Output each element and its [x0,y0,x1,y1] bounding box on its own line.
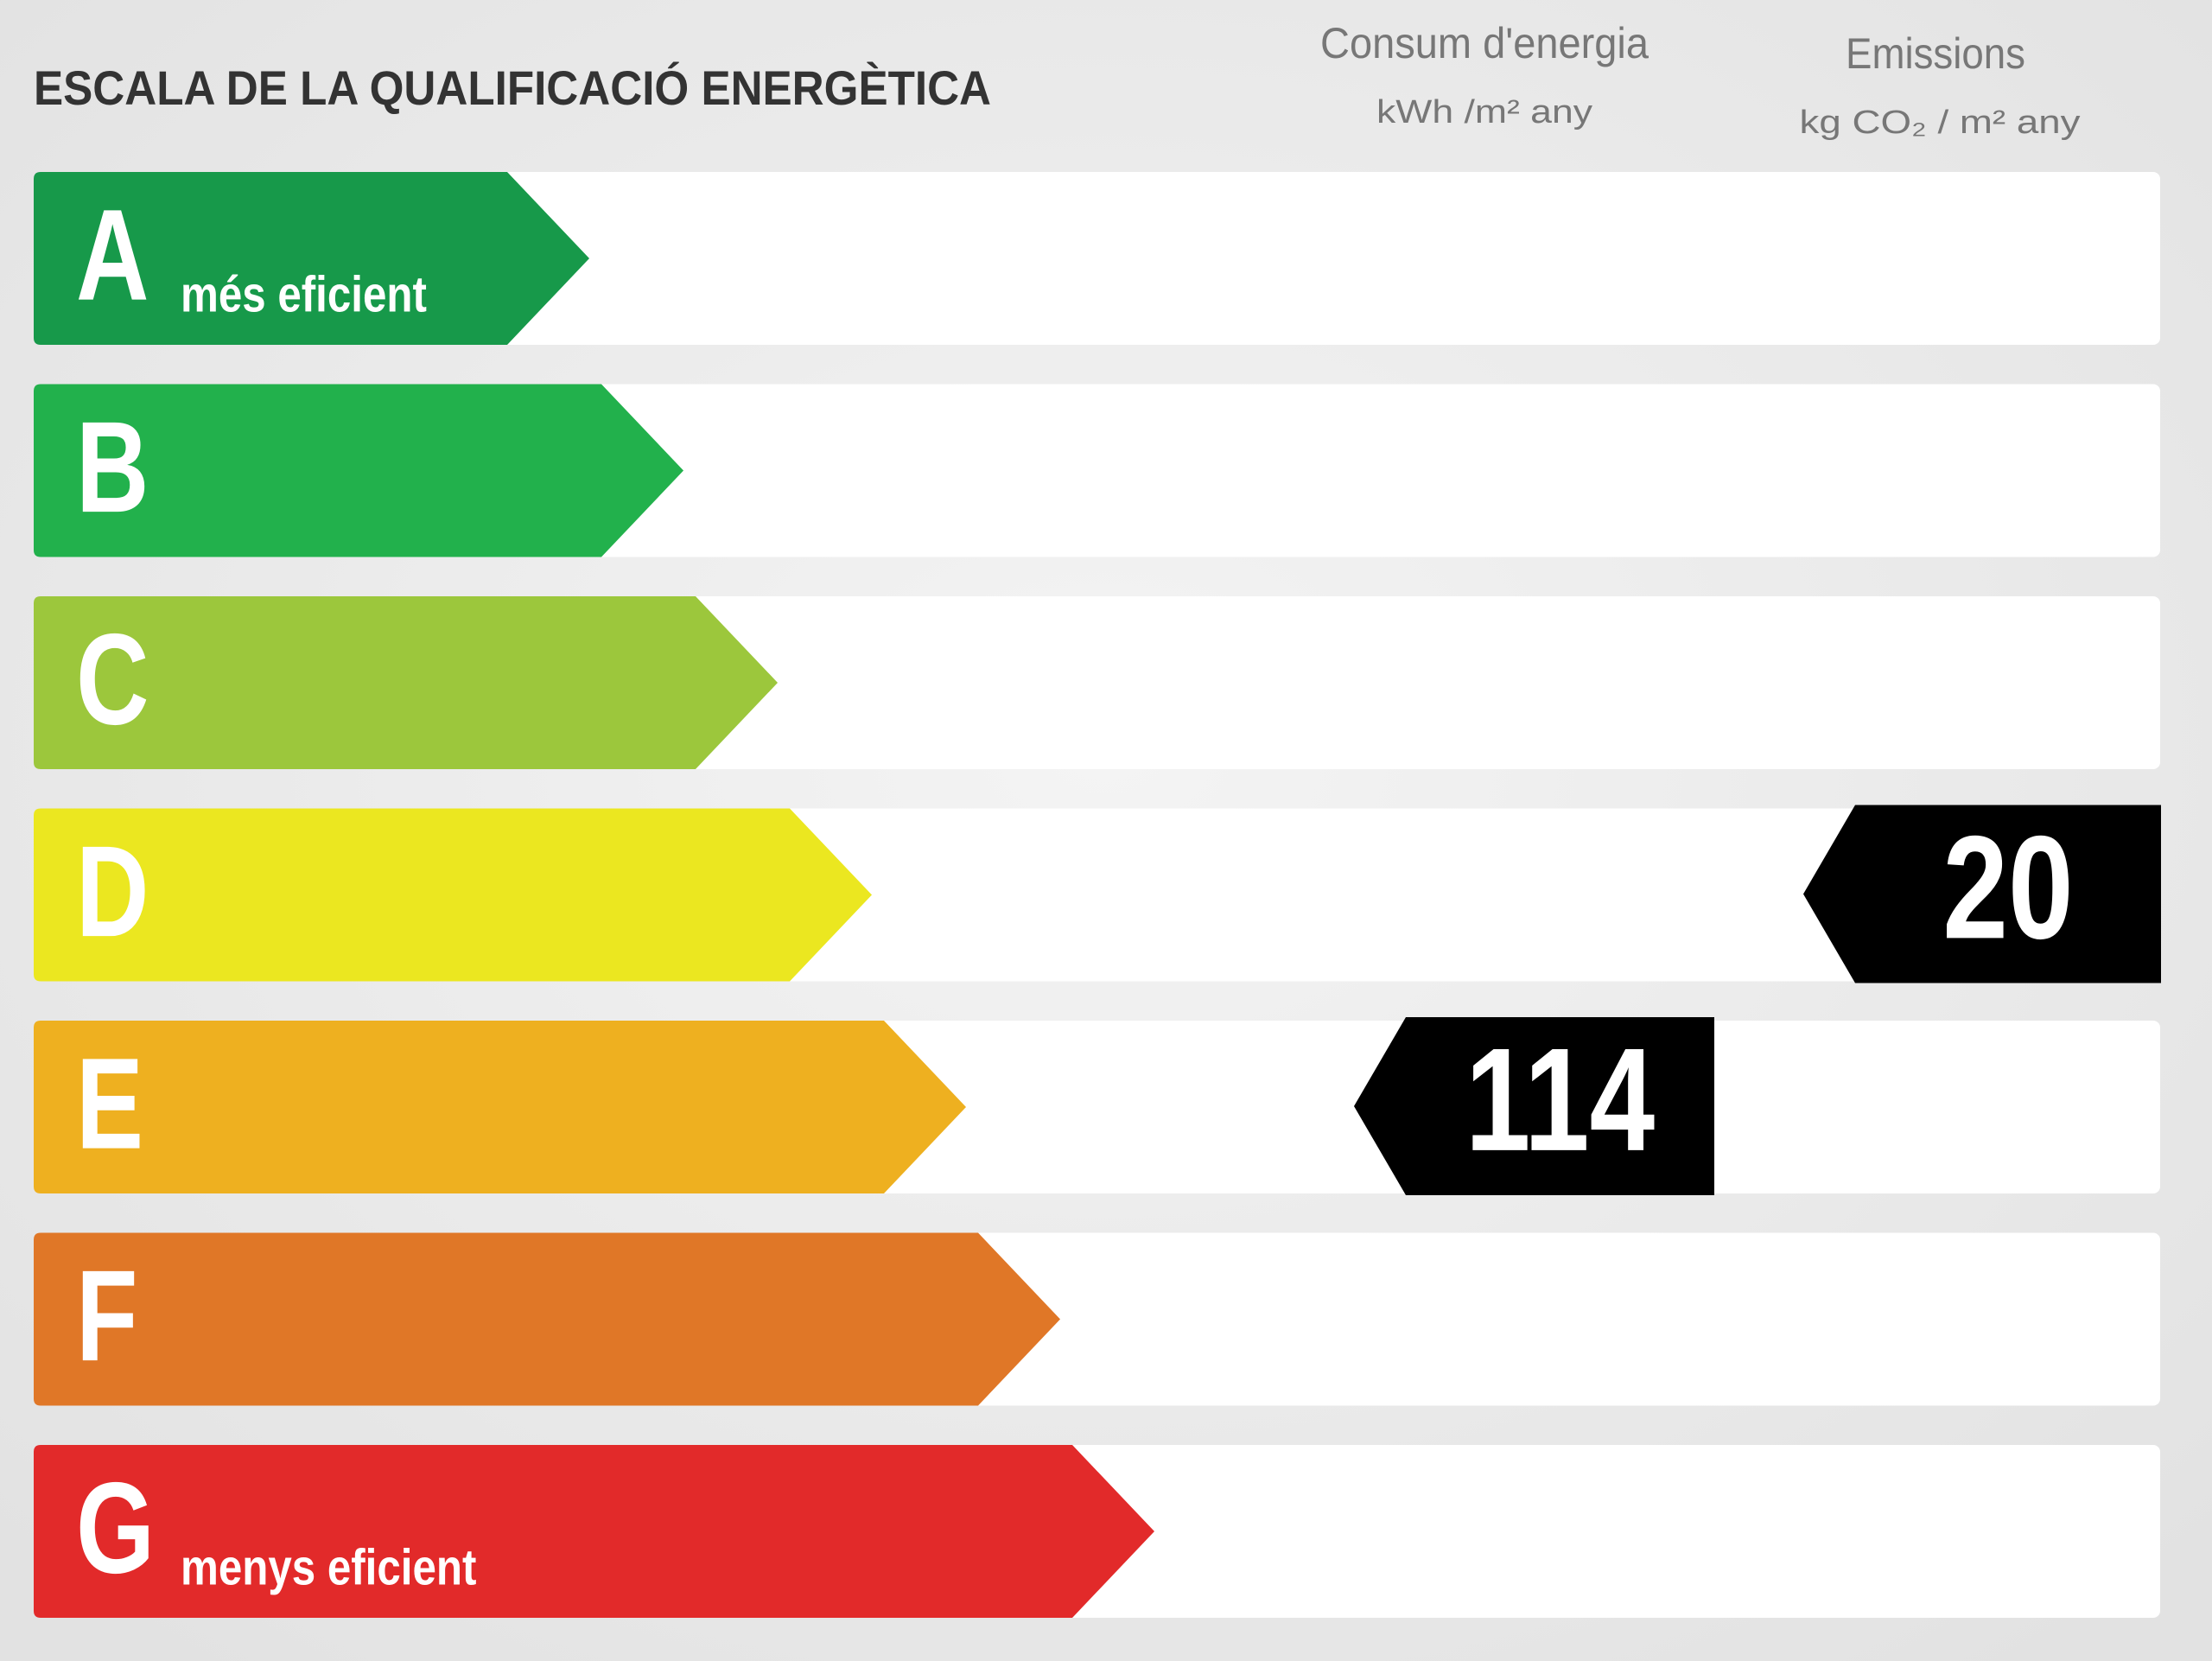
grade-label: més eficient [181,267,427,323]
indicator-value: 114 [1465,1017,1655,1181]
column-unit: kWh /m² any [1376,94,1592,130]
title: ESCALA DE LA QUALIFICACIÓ ENERGÈTICA [34,60,991,115]
column-title: Consum d'energia [1320,19,1649,67]
grade-letter: B [76,394,149,539]
grade-letter: D [76,818,149,964]
row-background [34,172,2160,345]
value-indicator [1354,1017,1714,1195]
value-indicator [1803,805,2161,983]
column-unit: kg CO₂ / m² any [1800,105,2081,141]
grade-letter: C [76,607,149,752]
grade-arrow [34,172,589,345]
grade-letter: F [76,1243,137,1388]
grade-letter: A [76,182,149,328]
grade-arrow [34,1021,966,1193]
grade-arrow [34,808,872,982]
grade-arrow [34,1445,1154,1618]
column-title: Emissions [1846,29,2025,78]
grade-arrow [34,384,683,557]
grade-letter: E [76,1031,143,1176]
grade-arrow [34,596,778,769]
grade-letter: G [76,1455,155,1601]
indicator-value: 20 [1942,805,2073,970]
grade-arrow [34,1232,1060,1406]
grade-label: menys eficient [181,1540,476,1596]
